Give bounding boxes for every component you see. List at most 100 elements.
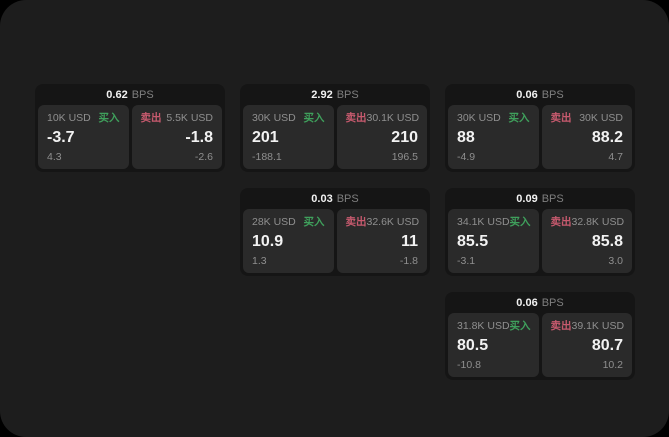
- sell-side-label: 卖出: [550, 320, 572, 332]
- sell-panel-header: 卖出 32.6K USD: [345, 216, 420, 228]
- sell-panel[interactable]: 卖出 5.5K USD -1.8 -2.6: [131, 105, 222, 169]
- sell-amount: 30.1K USD: [366, 112, 420, 124]
- sell-change: 10.2: [602, 358, 623, 371]
- buy-change: -4.9: [457, 150, 476, 163]
- buy-panel[interactable]: 28K USD 买入 10.9 1.3: [243, 209, 334, 273]
- buy-panel[interactable]: 31.8K USD 买入 80.5 -10.8: [448, 313, 539, 377]
- bps-unit-label: BPS: [336, 192, 359, 205]
- buy-side-label: 买入: [303, 112, 325, 124]
- buy-change: -188.1: [252, 150, 282, 163]
- buy-price: -3.7: [47, 128, 75, 146]
- buy-side-label: 买入: [303, 216, 325, 228]
- buy-side-label: 买入: [98, 112, 120, 124]
- bps-unit-label: BPS: [131, 88, 154, 101]
- buy-amount: 30K USD: [457, 112, 501, 124]
- buy-side-label: 买入: [509, 320, 531, 332]
- quote-card[interactable]: 2.92 BPS 30K USD 买入 201 -188.1 卖出 30.1K …: [240, 84, 430, 172]
- bps-value: 0.62: [106, 88, 128, 101]
- buy-sell-panels: 30K USD 买入 88 -4.9 卖出 30K USD 88.2 4.7: [448, 105, 632, 169]
- sell-panel-header: 卖出 5.5K USD: [141, 113, 214, 124]
- buy-panel-header: 30K USD 买入: [457, 113, 530, 124]
- buy-amount: 10K USD: [47, 112, 91, 124]
- sell-amount: 39.1K USD: [571, 320, 625, 332]
- sell-amount: 32.8K USD: [571, 216, 625, 228]
- buy-panel[interactable]: 30K USD 买入 88 -4.9: [448, 105, 539, 169]
- quote-cards-grid: 0.62 BPS 10K USD 买入 -3.7 4.3 卖出 5.5K USD…: [35, 84, 635, 380]
- buy-side-label: 买入: [509, 216, 531, 228]
- card-header: 0.06 BPS: [448, 84, 632, 105]
- sell-panel[interactable]: 卖出 32.6K USD 11 -1.8: [336, 209, 427, 273]
- sell-change: -2.6: [194, 150, 213, 163]
- sell-side-label: 卖出: [550, 112, 572, 124]
- buy-price: 10.9: [252, 232, 284, 250]
- buy-sell-panels: 28K USD 买入 10.9 1.3 卖出 32.6K USD 11 -1.8: [243, 209, 427, 273]
- buy-amount: 30K USD: [252, 112, 296, 124]
- bps-value: 0.03: [311, 192, 333, 205]
- sell-side-label: 卖出: [550, 216, 572, 228]
- bps-value: 0.06: [516, 88, 538, 101]
- bps-unit-label: BPS: [541, 192, 564, 205]
- card-header: 0.09 BPS: [448, 188, 632, 209]
- buy-change: -3.1: [457, 254, 476, 267]
- buy-price: 201: [252, 128, 279, 146]
- quote-card[interactable]: 0.62 BPS 10K USD 买入 -3.7 4.3 卖出 5.5K USD…: [35, 84, 225, 172]
- buy-panel[interactable]: 34.1K USD 买入 85.5 -3.1: [448, 209, 539, 273]
- sell-panel-header: 卖出 30K USD: [551, 113, 624, 124]
- buy-side-label: 买入: [508, 112, 530, 124]
- bps-value: 0.09: [516, 192, 538, 205]
- buy-panel-header: 31.8K USD 买入: [457, 320, 531, 332]
- sell-panel-header: 卖出 30.1K USD: [345, 112, 420, 124]
- sell-side-label: 卖出: [140, 112, 162, 124]
- sell-panel[interactable]: 卖出 32.8K USD 85.8 3.0: [541, 209, 632, 273]
- quote-card[interactable]: 0.06 BPS 30K USD 买入 88 -4.9 卖出 30K USD 8…: [445, 84, 635, 172]
- buy-change: 1.3: [252, 254, 267, 267]
- card-header: 0.03 BPS: [243, 188, 427, 209]
- card-header: 2.92 BPS: [243, 84, 427, 105]
- sell-panel[interactable]: 卖出 30.1K USD 210 196.5: [336, 105, 427, 169]
- buy-price: 88: [457, 128, 475, 146]
- sell-change: 196.5: [391, 150, 418, 163]
- buy-panel[interactable]: 10K USD 买入 -3.7 4.3: [38, 105, 129, 169]
- buy-panel-header: 34.1K USD 买入: [457, 216, 531, 228]
- sell-amount: 32.6K USD: [366, 216, 420, 228]
- buy-amount: 31.8K USD: [457, 320, 510, 332]
- sell-price: 88.2: [591, 128, 623, 146]
- sell-change: 3.0: [608, 254, 623, 267]
- buy-sell-panels: 34.1K USD 买入 85.5 -3.1 卖出 32.8K USD 85.8…: [448, 209, 632, 273]
- buy-panel-header: 30K USD 买入: [252, 113, 325, 124]
- bps-value: 2.92: [311, 88, 333, 101]
- sell-side-label: 卖出: [345, 112, 367, 124]
- buy-change: -10.8: [457, 358, 481, 371]
- sell-change: -1.8: [399, 254, 418, 267]
- buy-price: 85.5: [457, 232, 489, 250]
- buy-sell-panels: 31.8K USD 买入 80.5 -10.8 卖出 39.1K USD 80.…: [448, 313, 632, 377]
- sell-price: 80.7: [591, 336, 623, 354]
- card-header: 0.06 BPS: [448, 292, 632, 313]
- sell-price: 85.8: [591, 232, 623, 250]
- sell-price: -1.8: [185, 128, 213, 146]
- bps-unit-label: BPS: [541, 88, 564, 101]
- sell-panel[interactable]: 卖出 39.1K USD 80.7 10.2: [541, 313, 632, 377]
- sell-panel-header: 卖出 39.1K USD: [550, 320, 625, 332]
- card-header: 0.62 BPS: [38, 84, 222, 105]
- buy-sell-panels: 10K USD 买入 -3.7 4.3 卖出 5.5K USD -1.8 -2.…: [38, 105, 222, 169]
- quote-card[interactable]: 0.06 BPS 31.8K USD 买入 80.5 -10.8 卖出 39.1…: [445, 292, 635, 380]
- quote-card[interactable]: 0.03 BPS 28K USD 买入 10.9 1.3 卖出 32.6K US…: [240, 188, 430, 276]
- bps-unit-label: BPS: [336, 88, 359, 101]
- bps-value: 0.06: [516, 296, 538, 309]
- sell-side-label: 卖出: [345, 216, 367, 228]
- buy-panel[interactable]: 30K USD 买入 201 -188.1: [243, 105, 334, 169]
- buy-sell-panels: 30K USD 买入 201 -188.1 卖出 30.1K USD 210 1…: [243, 105, 427, 169]
- bps-unit-label: BPS: [541, 296, 564, 309]
- buy-amount: 28K USD: [252, 216, 296, 228]
- sell-price: 11: [401, 232, 418, 250]
- buy-panel-header: 28K USD 买入: [252, 217, 325, 228]
- buy-amount: 34.1K USD: [457, 216, 510, 228]
- sell-panel[interactable]: 卖出 30K USD 88.2 4.7: [541, 105, 632, 169]
- buy-price: 80.5: [457, 336, 489, 354]
- sell-amount: 30K USD: [579, 112, 623, 124]
- sell-panel-header: 卖出 32.8K USD: [550, 216, 625, 228]
- quote-card[interactable]: 0.09 BPS 34.1K USD 买入 85.5 -3.1 卖出 32.8K…: [445, 188, 635, 276]
- sell-price: 210: [391, 128, 418, 146]
